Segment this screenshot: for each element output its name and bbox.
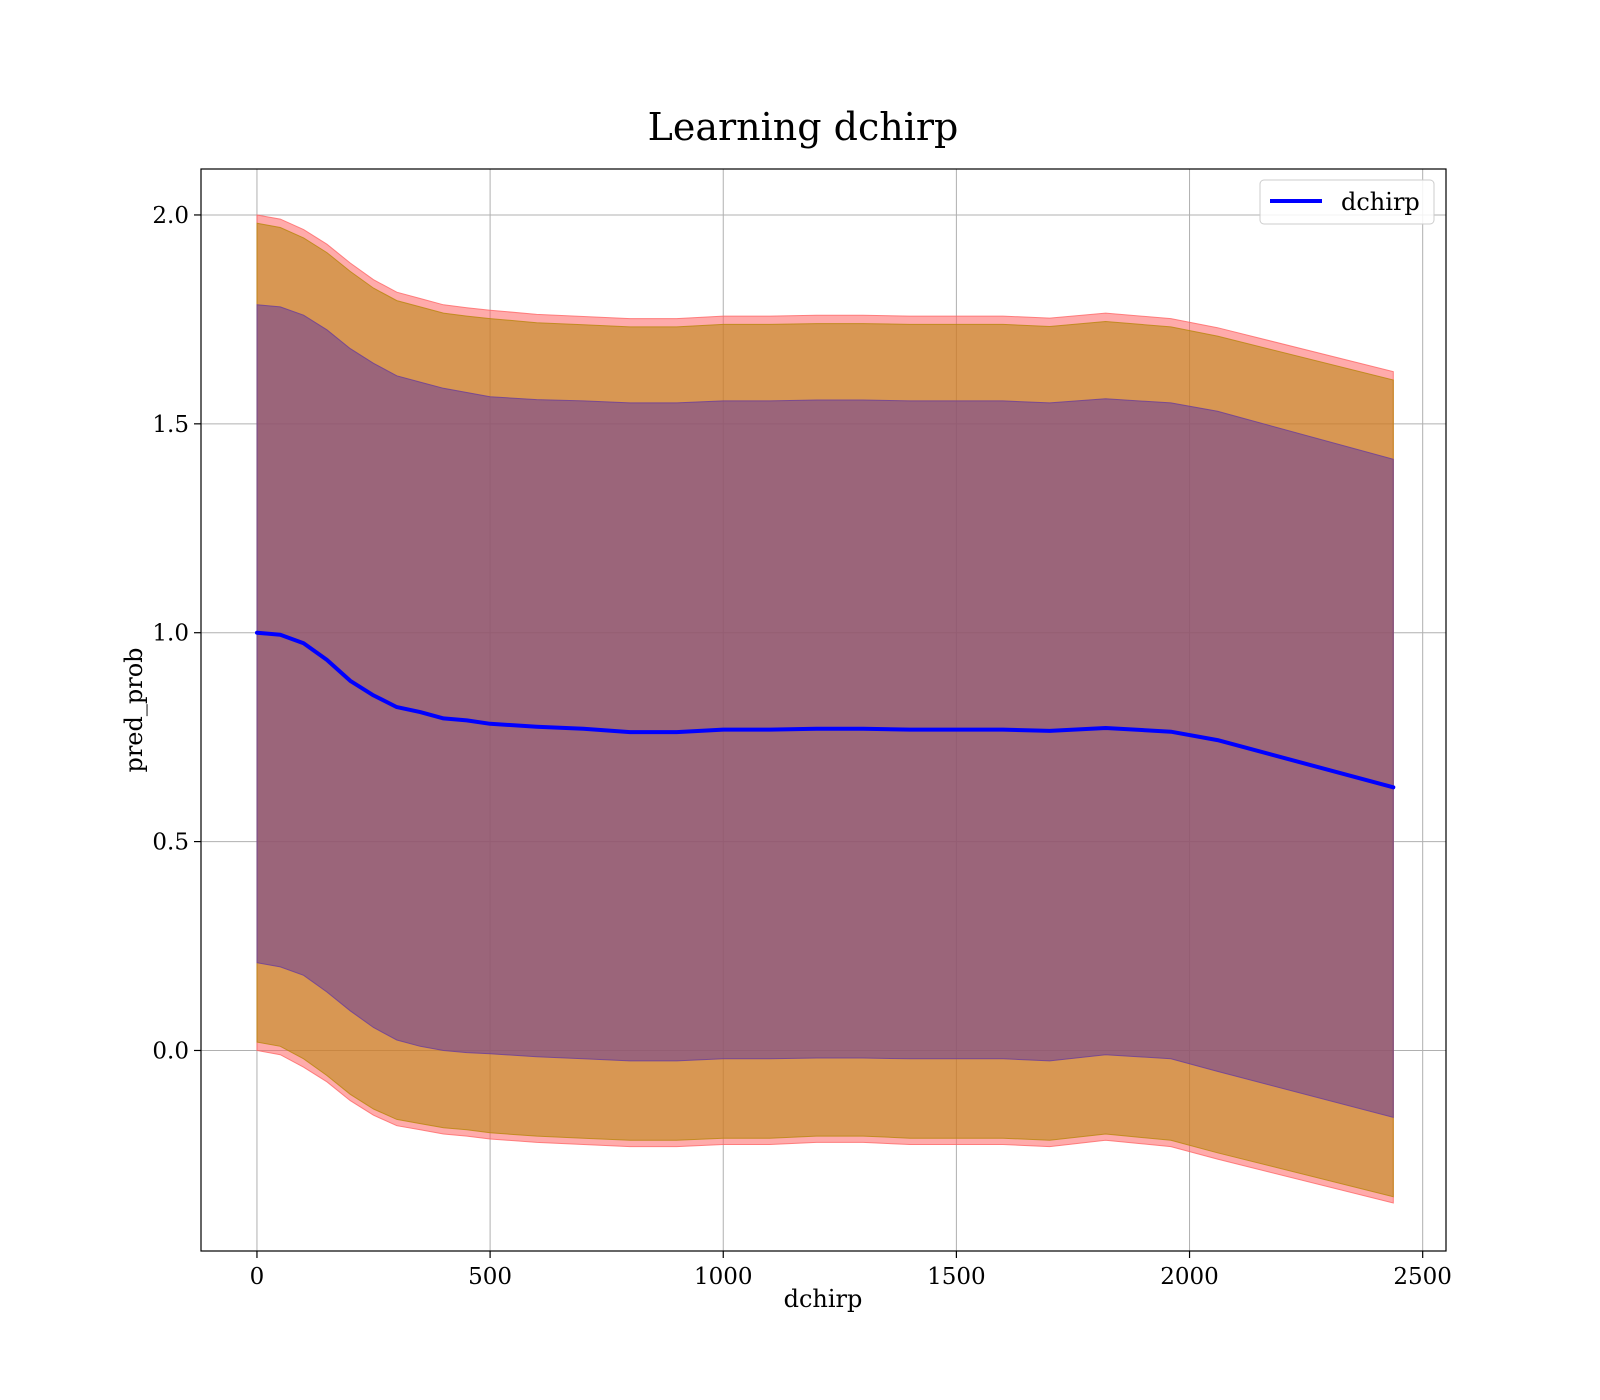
inner-band <box>256 304 1394 1118</box>
x-tick-label: 2000 <box>1160 1264 1219 1290</box>
x-axis-label: dchirp <box>784 1285 863 1313</box>
x-tick-label: 1500 <box>927 1264 986 1290</box>
series-line-dchirp <box>255 630 1396 790</box>
x-tick-label: 0 <box>250 1264 265 1290</box>
y-tick-label: 1.0 <box>152 621 189 647</box>
plot-frame <box>200 168 1447 1252</box>
y-tick-label: 1.5 <box>152 412 189 438</box>
y-tick-label: 2.0 <box>152 203 189 229</box>
x-tick-label: 2500 <box>1393 1264 1452 1290</box>
x-tick-label: 500 <box>468 1264 512 1290</box>
confidence-bands <box>256 214 1394 1204</box>
legend-box <box>1259 179 1435 225</box>
y-tick-label: 0.0 <box>152 1038 189 1064</box>
y-axis-label: pred_prob <box>120 647 148 772</box>
y-tick-label: 0.5 <box>152 830 189 856</box>
legend: dchirp <box>1259 179 1435 225</box>
legend-label: dchirp <box>1341 188 1420 216</box>
series-lines <box>255 630 1396 790</box>
axis-ticks: 0 500 1000 1500 2000 2500 0.0 0.5 1.0 1.5 2.0 <box>152 203 1452 1290</box>
chart-title: Learning dchirp <box>648 105 959 149</box>
x-tick-label: 1000 <box>694 1264 753 1290</box>
